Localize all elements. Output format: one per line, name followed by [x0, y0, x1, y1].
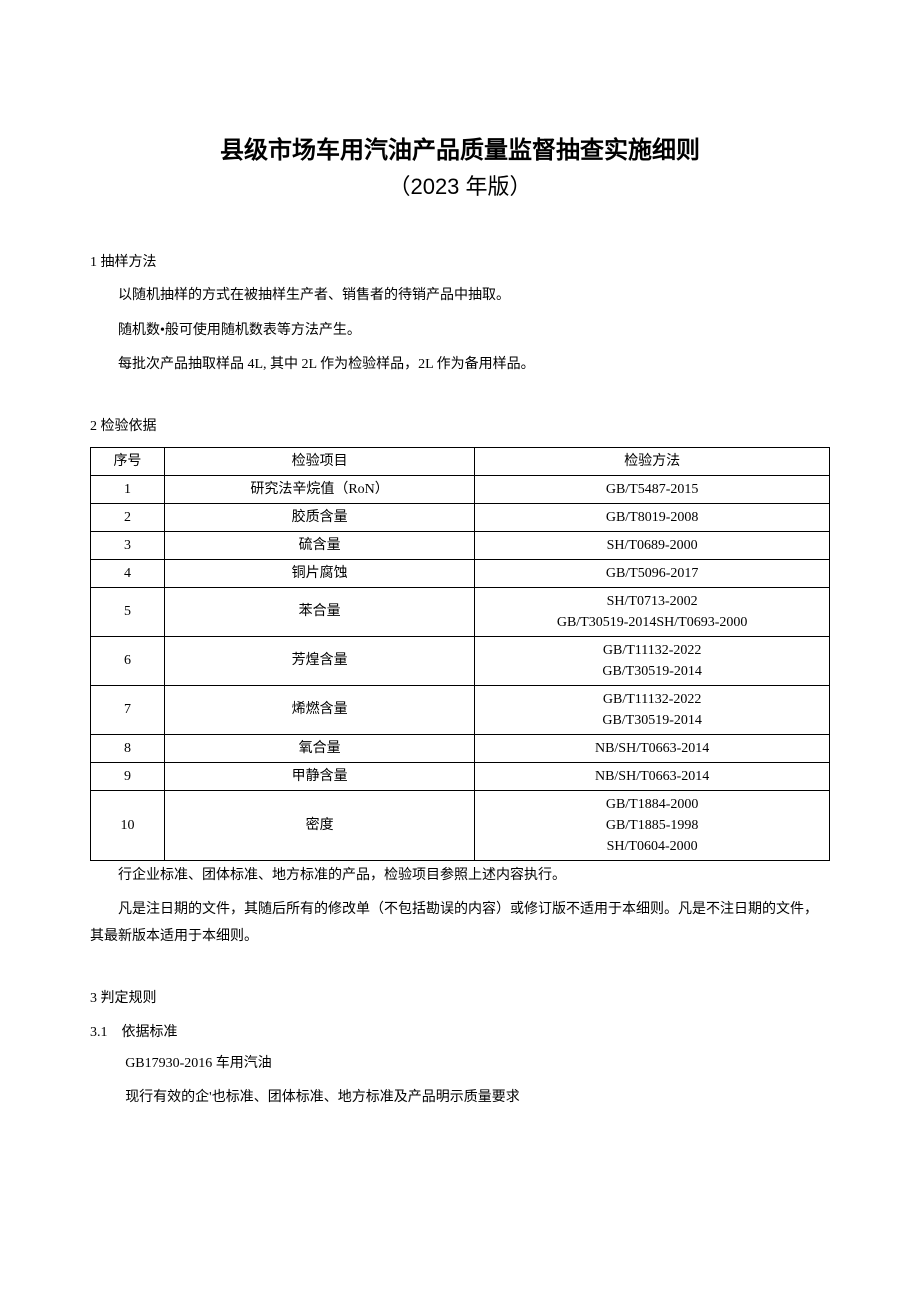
col-header-seq: 序号 — [91, 447, 165, 475]
cell-item: 铜片腐蚀 — [164, 559, 474, 587]
table-row: 1研究法辛烷值（RoN）GB/T5487-2015 — [91, 475, 830, 503]
cell-method: SH/T0713-2002GB/T30519-2014SH/T0693-2000 — [475, 587, 830, 636]
cell-item: 芳煌含量 — [164, 636, 474, 685]
section2-note2: 凡是注日期的文件，其随后所有的修改单（不包括勘误的内容）或修订版不适用于本细则。… — [90, 897, 830, 950]
cell-item: 烯燃含量 — [164, 685, 474, 734]
cell-item: 研究法辛烷值（RoN） — [164, 475, 474, 503]
cell-seq: 5 — [91, 587, 165, 636]
cell-method: NB/SH/T0663-2014 — [475, 734, 830, 762]
col-header-item: 检验项目 — [164, 447, 474, 475]
cell-seq: 8 — [91, 734, 165, 762]
cell-seq: 1 — [91, 475, 165, 503]
cell-item: 甲静含量 — [164, 762, 474, 790]
table-row: 5苯合量SH/T0713-2002GB/T30519-2014SH/T0693-… — [91, 587, 830, 636]
cell-method: GB/T5487-2015 — [475, 475, 830, 503]
section3-1-heading: 3.1 依据标准 — [90, 1021, 830, 1041]
cell-item: 氧合量 — [164, 734, 474, 762]
cell-seq: 9 — [91, 762, 165, 790]
inspection-table: 序号 检验项目 检验方法 1研究法辛烷值（RoN）GB/T5487-20152胶… — [90, 447, 830, 861]
section2-heading: 2 检验依据 — [90, 415, 830, 435]
cell-item: 硫含量 — [164, 531, 474, 559]
cell-method: GB/T8019-2008 — [475, 503, 830, 531]
cell-seq: 10 — [91, 790, 165, 860]
section2-note1: 行企业标准、团体标准、地方标准的产品，检验项目参照上述内容执行。 — [90, 863, 830, 890]
table-header-row: 序号 检验项目 检验方法 — [91, 447, 830, 475]
section1-p3: 每批次产品抽取样品 4L, 其中 2L 作为检验样品，2L 作为备用样品。 — [90, 352, 830, 379]
document-title: 县级市场车用汽油产品质量监督抽查实施细则 — [90, 130, 830, 165]
cell-seq: 6 — [91, 636, 165, 685]
cell-item: 胶质含量 — [164, 503, 474, 531]
section1-p1: 以随机抽样的方式在被抽样生产者、销售者的待销产品中抽取。 — [90, 283, 830, 310]
cell-seq: 7 — [91, 685, 165, 734]
table-row: 2胶质含量GB/T8019-2008 — [91, 503, 830, 531]
cell-method: GB/T5096-2017 — [475, 559, 830, 587]
section3-1-p2: 现行有效的企'也标准、团体标准、地方标准及产品明示质量要求 — [125, 1085, 830, 1112]
table-row: 4铜片腐蚀GB/T5096-2017 — [91, 559, 830, 587]
table-row: 6芳煌含量GB/T11132-2022GB/T30519-2014 — [91, 636, 830, 685]
cell-method: GB/T11132-2022GB/T30519-2014 — [475, 636, 830, 685]
section1-p2: 随机数•般可使用随机数表等方法产生。 — [90, 318, 830, 345]
cell-method: SH/T0689-2000 — [475, 531, 830, 559]
table-row: 8氧合量NB/SH/T0663-2014 — [91, 734, 830, 762]
table-row: 9甲静含量NB/SH/T0663-2014 — [91, 762, 830, 790]
cell-item: 密度 — [164, 790, 474, 860]
table-row: 10密度GB/T1884-2000GB/T1885-1998SH/T0604-2… — [91, 790, 830, 860]
cell-method: NB/SH/T0663-2014 — [475, 762, 830, 790]
table-row: 3硫含量SH/T0689-2000 — [91, 531, 830, 559]
document-page: 县级市场车用汽油产品质量监督抽查实施细则 （2023 年版） 1 抽样方法 以随… — [0, 0, 920, 1301]
section3-heading: 3 判定规则 — [90, 987, 830, 1007]
section1-heading: 1 抽样方法 — [90, 251, 830, 271]
table-body: 1研究法辛烷值（RoN）GB/T5487-20152胶质含量GB/T8019-2… — [91, 475, 830, 860]
cell-item: 苯合量 — [164, 587, 474, 636]
cell-seq: 2 — [91, 503, 165, 531]
col-header-method: 检验方法 — [475, 447, 830, 475]
table-row: 7烯燃含量GB/T11132-2022GB/T30519-2014 — [91, 685, 830, 734]
document-subtitle: （2023 年版） — [90, 169, 830, 201]
cell-method: GB/T11132-2022GB/T30519-2014 — [475, 685, 830, 734]
cell-method: GB/T1884-2000GB/T1885-1998SH/T0604-2000 — [475, 790, 830, 860]
cell-seq: 4 — [91, 559, 165, 587]
cell-seq: 3 — [91, 531, 165, 559]
section3-1-p1: GB17930-2016 车用汽油 — [125, 1051, 830, 1078]
